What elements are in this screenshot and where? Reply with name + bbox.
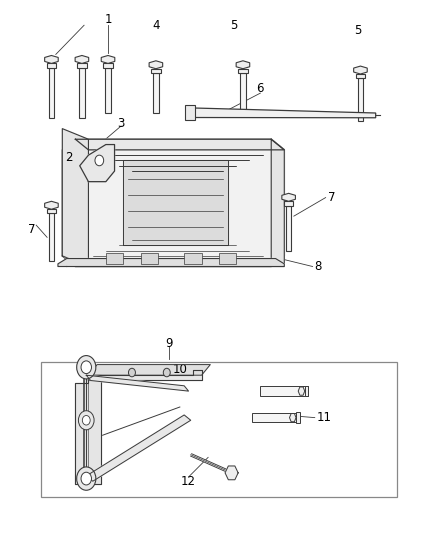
Circle shape: [81, 472, 92, 485]
Circle shape: [82, 416, 90, 425]
Polygon shape: [101, 55, 115, 63]
Polygon shape: [356, 74, 365, 78]
Polygon shape: [103, 63, 113, 68]
Polygon shape: [298, 387, 305, 395]
Polygon shape: [75, 139, 284, 150]
Text: 5: 5: [230, 19, 238, 32]
Circle shape: [128, 368, 135, 377]
Polygon shape: [238, 69, 248, 73]
Text: 8: 8: [315, 260, 322, 273]
Polygon shape: [353, 66, 367, 74]
Text: 6: 6: [257, 83, 264, 95]
Text: 7: 7: [328, 191, 336, 204]
Text: 2: 2: [65, 151, 73, 164]
Bar: [41, 362, 397, 497]
Text: 7: 7: [28, 223, 35, 236]
Text: 10: 10: [173, 364, 187, 376]
Polygon shape: [77, 63, 87, 68]
Polygon shape: [45, 201, 58, 209]
Polygon shape: [79, 68, 85, 118]
Polygon shape: [88, 365, 210, 375]
Circle shape: [95, 155, 104, 166]
Polygon shape: [358, 78, 363, 120]
Polygon shape: [123, 160, 228, 245]
Text: 3: 3: [117, 117, 125, 130]
Polygon shape: [286, 206, 291, 251]
Polygon shape: [185, 106, 195, 120]
Polygon shape: [45, 55, 58, 63]
Text: 9: 9: [165, 337, 173, 350]
Polygon shape: [290, 414, 296, 422]
Text: 1: 1: [104, 13, 112, 27]
Polygon shape: [62, 128, 88, 266]
Polygon shape: [260, 386, 308, 396]
Polygon shape: [49, 214, 54, 261]
Polygon shape: [58, 259, 284, 266]
Circle shape: [81, 361, 92, 374]
Polygon shape: [88, 370, 201, 381]
Circle shape: [163, 368, 170, 377]
Polygon shape: [47, 209, 56, 214]
Polygon shape: [106, 68, 111, 113]
Polygon shape: [75, 375, 102, 484]
Polygon shape: [151, 69, 161, 73]
Polygon shape: [106, 253, 123, 264]
Circle shape: [77, 356, 96, 379]
Polygon shape: [193, 108, 376, 118]
Polygon shape: [219, 253, 237, 264]
Polygon shape: [141, 253, 158, 264]
Polygon shape: [75, 55, 88, 63]
Text: 12: 12: [181, 475, 196, 488]
Polygon shape: [62, 139, 284, 266]
Text: 4: 4: [152, 19, 159, 32]
Polygon shape: [149, 61, 162, 69]
Circle shape: [77, 467, 96, 490]
Polygon shape: [236, 61, 250, 69]
Circle shape: [78, 411, 94, 430]
Polygon shape: [47, 63, 56, 68]
Text: 5: 5: [355, 24, 362, 37]
Polygon shape: [282, 193, 295, 201]
Polygon shape: [80, 144, 115, 182]
Polygon shape: [184, 253, 201, 264]
Polygon shape: [225, 466, 238, 480]
Polygon shape: [49, 68, 54, 118]
Polygon shape: [86, 415, 191, 481]
Text: 11: 11: [317, 411, 332, 424]
Polygon shape: [252, 413, 300, 422]
Polygon shape: [153, 73, 159, 113]
Polygon shape: [305, 386, 308, 397]
Polygon shape: [284, 201, 293, 206]
Polygon shape: [240, 73, 246, 115]
Polygon shape: [296, 413, 300, 423]
Polygon shape: [271, 139, 284, 266]
Polygon shape: [86, 375, 188, 391]
